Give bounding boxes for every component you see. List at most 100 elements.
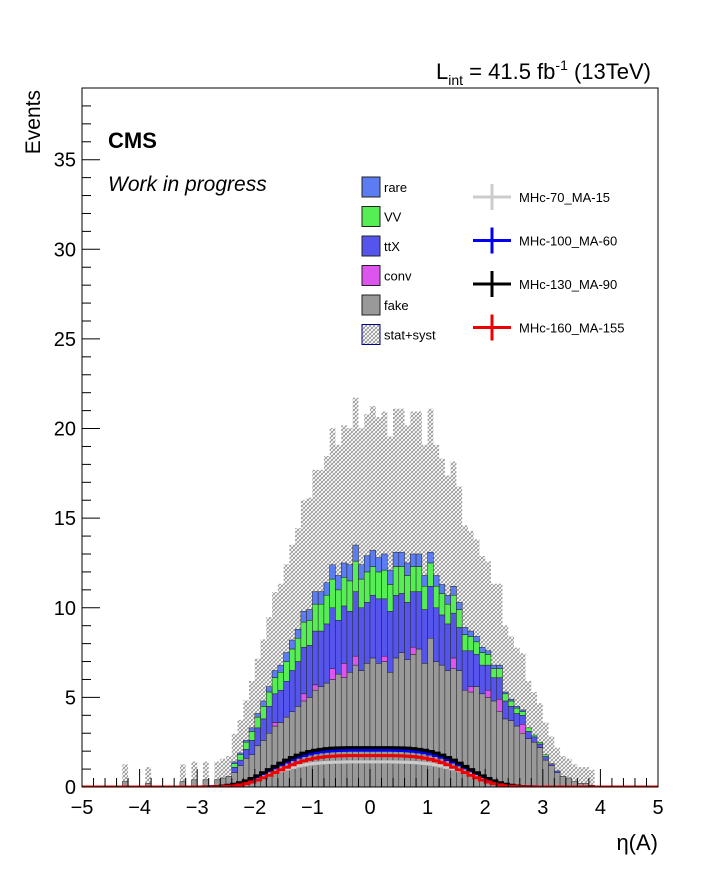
bar-rare: [335, 575, 342, 591]
bar-VV: [461, 634, 469, 652]
uncertainty-band-bin: [577, 767, 584, 787]
uncertainty-band-bin: [565, 758, 572, 787]
bar-fake: [375, 663, 382, 787]
bar-rare: [502, 691, 509, 695]
bar-rare: [410, 553, 417, 567]
bar-VV: [387, 584, 394, 612]
bar-conv: [312, 684, 319, 691]
bar-conv: [410, 646, 417, 655]
x-tick-label: 5: [652, 797, 663, 819]
bar-ttX: [243, 749, 250, 759]
uncertainty-band-bin: [220, 758, 226, 787]
bar-conv: [271, 722, 279, 727]
bar-VV: [352, 560, 359, 592]
bar-ttX: [548, 763, 555, 766]
bar-rare: [444, 594, 451, 605]
legend-label-rare: rare: [384, 180, 407, 195]
bar-fake: [392, 657, 400, 787]
legend-label-ttX: ttX: [384, 239, 400, 254]
bar-rare: [473, 636, 480, 643]
bar-VV: [410, 566, 417, 592]
bar-VV: [479, 652, 486, 666]
bar-rare: [381, 553, 388, 571]
bar-fake: [531, 741, 538, 787]
bar-ttX: [484, 664, 492, 691]
bar-fake: [300, 700, 307, 787]
uncertainty-band-bin: [179, 764, 186, 787]
bar-fake: [404, 659, 411, 787]
bar-ttX: [346, 611, 353, 673]
x-tick-label: −2: [243, 797, 266, 819]
uncertainty-band-bin: [588, 769, 595, 787]
bar-rare: [231, 761, 238, 764]
legend-swatch-VV: [361, 206, 381, 227]
bar-VV: [404, 575, 411, 603]
bar-rare: [513, 706, 521, 709]
bar-fake: [502, 718, 509, 787]
legend-label-fake: fake: [384, 298, 409, 313]
bar-VV: [363, 571, 371, 603]
bar-rare: [467, 630, 474, 637]
uncertainty-band-bin: [548, 736, 555, 787]
bar-rare: [266, 686, 273, 693]
bar-VV: [398, 566, 405, 594]
bar-VV: [473, 641, 480, 655]
bar-ttX: [404, 602, 411, 660]
bar-VV: [507, 700, 515, 707]
bar-ttX: [450, 612, 457, 659]
bar-rare: [323, 582, 330, 596]
legend-label-signal: MHc-130_MA-90: [519, 277, 617, 292]
bar-ttX: [456, 627, 463, 671]
bar-rare: [346, 564, 353, 582]
bar-fake: [369, 657, 377, 787]
bar-ttX: [467, 650, 474, 687]
bar-VV: [260, 706, 267, 720]
bar-rare: [329, 564, 336, 580]
uncertainty-band-bin: [560, 755, 566, 787]
uncertainty-band-bin: [231, 733, 238, 787]
bar-VV: [513, 707, 521, 714]
bar-fake: [398, 652, 405, 787]
bar-VV: [438, 593, 446, 616]
bar-rare: [312, 591, 319, 605]
bar-rare: [260, 700, 267, 707]
bar-fake: [346, 672, 353, 787]
bar-rare: [456, 602, 463, 610]
bar-ttX: [421, 609, 428, 664]
legend-swatch-conv: [361, 265, 381, 286]
bar-fake: [312, 689, 319, 787]
legend: rare VV ttX conv fake stat+syst MHc-70_MA-15 MH…: [361, 176, 625, 345]
bar-fake: [317, 686, 325, 787]
bar-conv: [340, 663, 348, 678]
bar-fake: [559, 775, 567, 787]
bar-rare: [352, 544, 359, 562]
bar-ttX: [294, 661, 302, 707]
bar-VV: [490, 668, 497, 678]
bar-fake: [496, 711, 503, 787]
bar-fake: [358, 670, 365, 787]
bar-VV: [323, 594, 330, 625]
y-tick-label: 0: [65, 777, 76, 799]
bar-VV: [317, 603, 325, 632]
bar-conv: [381, 655, 388, 662]
bar-ttX: [444, 623, 451, 671]
bar-ttX: [410, 591, 417, 648]
bar-rare: [387, 569, 394, 585]
bar-rare: [254, 713, 261, 718]
uncertainty-band-bin: [554, 747, 561, 787]
x-tick-label: 1: [422, 797, 433, 819]
bar-ttX: [542, 756, 549, 761]
legend-label-VV: VV: [384, 210, 402, 225]
bar-rare: [507, 698, 515, 702]
bar-ttX: [300, 646, 307, 695]
legend-swatch-fake: [361, 294, 381, 316]
bar-VV: [248, 731, 256, 741]
bar-fake: [433, 661, 440, 787]
bar-rare: [248, 727, 256, 732]
bar-VV: [519, 711, 526, 716]
bar-VV: [300, 621, 307, 648]
bar-fake: [289, 711, 296, 787]
bar-VV: [496, 668, 503, 678]
bar-ttX: [438, 614, 446, 666]
bar-VV: [306, 620, 313, 646]
